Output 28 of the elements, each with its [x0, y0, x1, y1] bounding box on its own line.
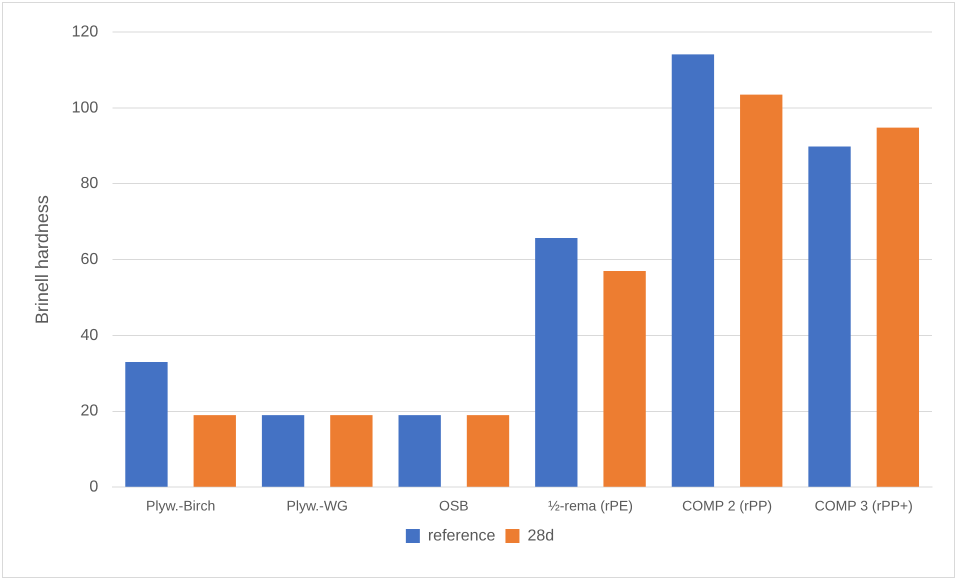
- bar: [466, 415, 510, 487]
- bar: [672, 54, 714, 487]
- bar: [740, 94, 782, 487]
- x-tick-label: ½-rema (rPE): [548, 497, 633, 514]
- y-tick-label: 80: [80, 175, 98, 192]
- x-tick-label: OSB: [439, 497, 469, 514]
- y-tick-label: 40: [80, 326, 98, 344]
- bar: [876, 128, 920, 487]
- bar: [535, 238, 578, 487]
- bar: [194, 415, 236, 487]
- bar: [125, 362, 168, 487]
- y-tick-label: 60: [80, 251, 98, 268]
- x-tick-label: COMP 2 (rPP): [682, 497, 772, 514]
- x-tick-label: Plyw.-WG: [286, 497, 348, 514]
- legend-label: 28d: [527, 527, 554, 544]
- y-tick-label: 0: [89, 478, 98, 496]
- bar: [808, 146, 851, 487]
- x-tick-label: Plyw.-Birch: [146, 497, 216, 514]
- x-tick-label: COMP 3 (rPP+): [814, 497, 913, 514]
- bar: [398, 415, 441, 487]
- bar: [330, 415, 373, 487]
- y-tick-label: 100: [72, 99, 98, 116]
- bar: [603, 270, 646, 487]
- legend-label: reference: [428, 527, 496, 544]
- y-tick-label: 20: [80, 402, 98, 420]
- y-tick-label: 120: [72, 23, 98, 40]
- bar: [262, 415, 304, 487]
- y-axis-title: Brinell hardness: [32, 195, 52, 324]
